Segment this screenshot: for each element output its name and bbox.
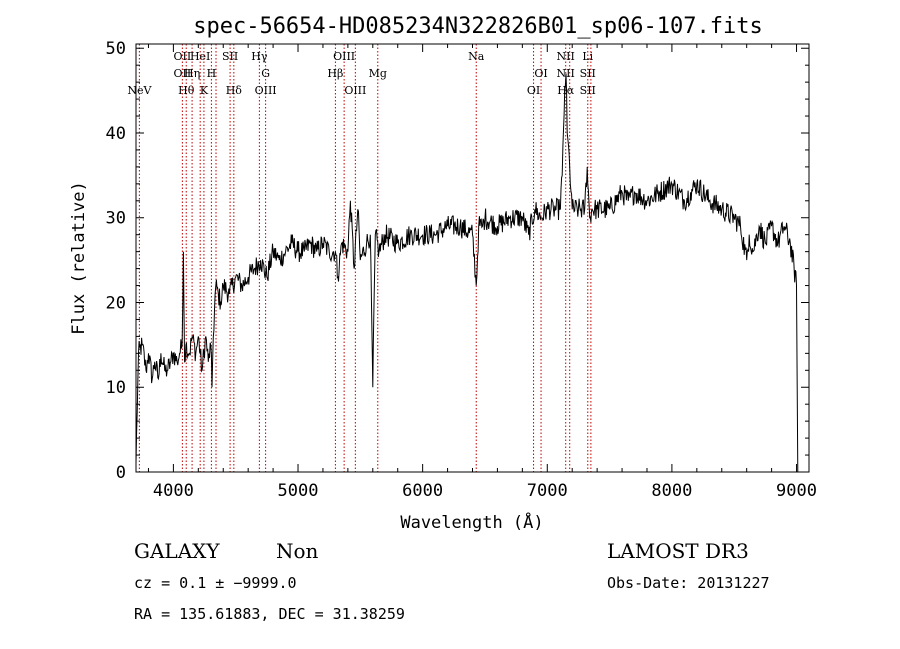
plot-frame [135,43,810,473]
y-tick-label: 30 [106,209,126,229]
line-label: NII [557,67,575,80]
coordinates-readout: RA = 135.61883, DEC = 31.38259 [134,605,405,623]
x-tick-label: 4000 [153,481,194,501]
y-axis-label: Flux (relative) [69,181,89,335]
line-label: OIII [255,84,277,97]
line-label: Hα [557,84,575,97]
line-label: K [200,84,209,97]
line-label: H [207,67,217,80]
x-tick-label: 8000 [651,481,692,501]
x-tick-label: 6000 [402,481,443,501]
line-label: NII [557,50,575,63]
y-tick-label: 10 [106,378,126,398]
x-tick-label: 9000 [776,481,817,501]
emission-line-markers: NeVOIIOIIHθHηHeIHKSIIHδHγGOIIIHβOIIIOIII… [127,44,596,472]
line-label: Hθ [178,84,195,97]
spectrum-line [135,73,799,473]
y-tick-label: 50 [106,39,126,59]
line-label: Hβ [327,67,343,80]
y-tick-label: 20 [106,293,126,313]
y-tick-label: 0 [116,463,126,483]
line-label: OII [174,50,192,63]
line-label: SII [580,84,596,97]
x-tick-label: 7000 [527,481,568,501]
line-label: OII [174,67,192,80]
line-label: Li [582,50,593,63]
line-label: G [261,67,270,80]
y-tick-label: 40 [106,124,126,144]
x-axis-label: Wavelength (Å) [400,511,543,533]
line-label: OI [534,67,547,80]
line-label: Mg [369,67,387,80]
line-label: SII [580,67,596,80]
line-label: NeV [127,84,152,97]
line-label: Hγ [251,50,268,63]
x-axis: 4000 5000 6000 7000 8000 9000 [147,44,817,501]
object-subclass: Non [276,539,319,563]
line-label: Hη [184,67,200,80]
x-tick-label: 5000 [278,481,319,501]
y-axis: 0 10 20 30 40 50 [106,39,809,483]
line-label: Hδ [226,84,243,97]
object-class: GALAXY [134,539,220,563]
chart-title: spec-56654-HD085234N322826B01_sp06-107.f… [193,14,763,39]
line-label: OI [527,84,540,97]
line-label: OIII [333,50,355,63]
line-label: OIII [344,84,366,97]
spectrum-series [135,73,799,473]
survey-name: LAMOST DR3 [607,539,749,563]
observation-date: Obs-Date: 20131227 [607,574,770,592]
redshift-readout: cz = 0.1 ± −9999.0 [134,574,297,592]
line-label: SII [222,50,238,63]
line-label: Na [468,50,485,63]
line-label: HeI [190,50,210,63]
